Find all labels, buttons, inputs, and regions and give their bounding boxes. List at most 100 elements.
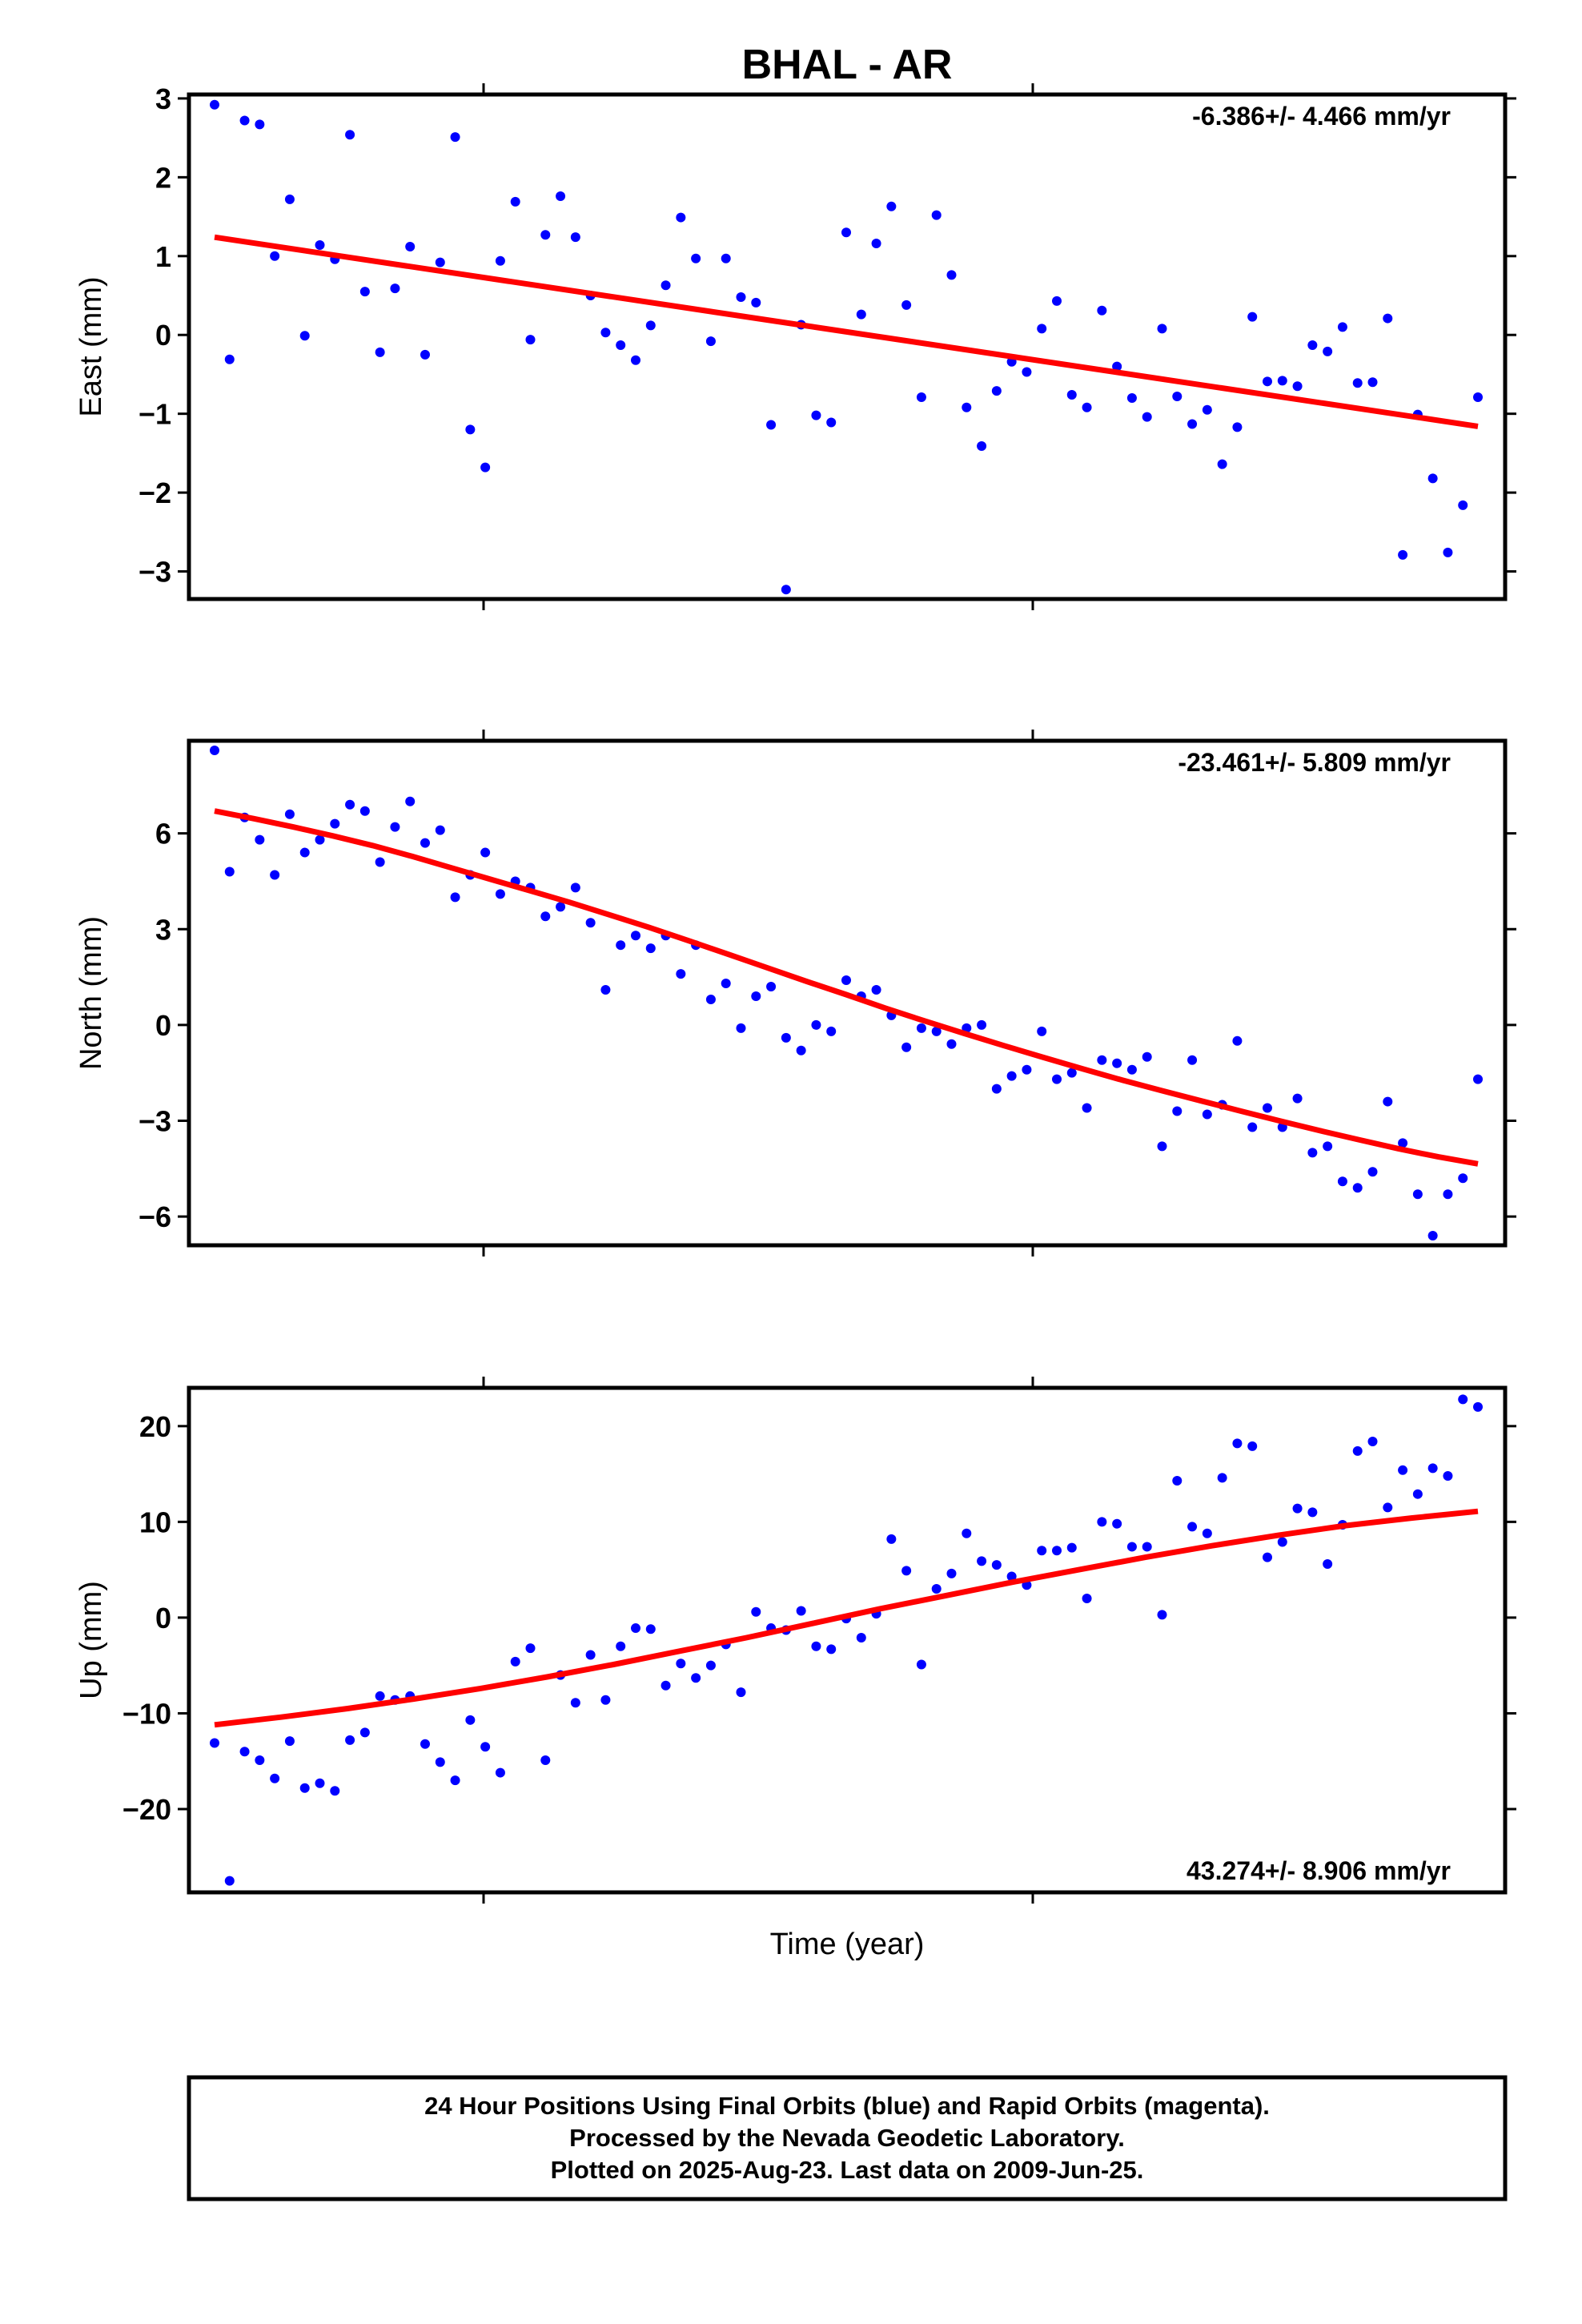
data-point bbox=[705, 994, 716, 1004]
data-point bbox=[435, 825, 445, 835]
data-point bbox=[931, 1026, 942, 1036]
data-point bbox=[1398, 549, 1408, 560]
data-point bbox=[315, 240, 325, 251]
data-point bbox=[811, 1019, 821, 1030]
data-point bbox=[570, 232, 580, 243]
data-point bbox=[796, 1045, 806, 1055]
data-point bbox=[450, 892, 460, 903]
data-point bbox=[1307, 340, 1318, 351]
data-point bbox=[480, 1742, 491, 1752]
y-tick-label: −3 bbox=[139, 1104, 171, 1137]
data-point bbox=[284, 194, 295, 204]
y-axis-label: North (mm) bbox=[74, 916, 108, 1070]
y-tick-label: −10 bbox=[122, 1697, 171, 1730]
data-point bbox=[1323, 1558, 1333, 1569]
footer-box: 24 Hour Positions Using Final Orbits (bl… bbox=[187, 2075, 1508, 2201]
data-point bbox=[1157, 1610, 1167, 1620]
data-point bbox=[977, 441, 987, 452]
data-point bbox=[1066, 1542, 1077, 1553]
data-point bbox=[600, 328, 611, 338]
data-point bbox=[1112, 1058, 1122, 1068]
data-point bbox=[1367, 1167, 1378, 1177]
data-point bbox=[1458, 1394, 1468, 1405]
data-point bbox=[1383, 1096, 1393, 1107]
data-point bbox=[1202, 1528, 1212, 1538]
data-point bbox=[1337, 1176, 1347, 1187]
data-point bbox=[736, 1687, 746, 1698]
data-point bbox=[1066, 1068, 1077, 1078]
y-axis-label: Up (mm) bbox=[74, 1581, 108, 1699]
data-point bbox=[1172, 392, 1182, 402]
data-point bbox=[270, 1773, 280, 1783]
data-point bbox=[931, 210, 942, 220]
footer-frame bbox=[187, 2075, 1508, 2201]
data-point bbox=[284, 1736, 295, 1747]
data-point bbox=[901, 300, 912, 310]
page-title: BHAL - AR bbox=[742, 42, 953, 88]
data-point bbox=[781, 585, 791, 595]
data-point bbox=[224, 1876, 235, 1886]
footer-line-1: 24 Hour Positions Using Final Orbits (bl… bbox=[424, 2092, 1270, 2120]
data-point bbox=[645, 320, 656, 331]
data-point bbox=[420, 349, 430, 360]
data-point bbox=[556, 902, 566, 912]
data-point bbox=[661, 280, 671, 291]
footer-line-3: Plotted on 2025-Aug-23. Last data on 200… bbox=[551, 2156, 1144, 2184]
data-point bbox=[1323, 1141, 1333, 1152]
data-point bbox=[1263, 1103, 1272, 1113]
data-point bbox=[826, 1644, 837, 1655]
data-point bbox=[525, 335, 536, 345]
data-point bbox=[1052, 1074, 1062, 1084]
data-point bbox=[435, 1757, 445, 1767]
data-point bbox=[1473, 392, 1483, 402]
data-point bbox=[705, 336, 716, 347]
data-point bbox=[901, 1042, 912, 1052]
data-point bbox=[1473, 1074, 1483, 1084]
data-point bbox=[1202, 404, 1212, 415]
data-point bbox=[931, 1584, 942, 1594]
data-point bbox=[1367, 1436, 1378, 1446]
data-point bbox=[1383, 1502, 1393, 1513]
data-point bbox=[645, 1624, 656, 1634]
y-tick-label: 0 bbox=[155, 1009, 171, 1042]
data-point bbox=[510, 1656, 520, 1667]
data-point bbox=[1383, 313, 1393, 324]
data-point bbox=[359, 1727, 370, 1738]
data-point bbox=[1292, 381, 1303, 392]
data-point bbox=[1443, 547, 1453, 557]
data-point bbox=[1352, 378, 1363, 388]
data-point bbox=[1142, 1542, 1152, 1552]
data-point bbox=[345, 130, 355, 140]
data-point bbox=[270, 251, 280, 261]
data-point bbox=[1232, 1438, 1243, 1449]
data-point bbox=[977, 1019, 987, 1030]
y-tick-label: −20 bbox=[122, 1793, 171, 1826]
data-point bbox=[946, 1039, 957, 1049]
data-point bbox=[375, 857, 385, 867]
data-point bbox=[359, 287, 370, 297]
data-point bbox=[977, 1556, 987, 1566]
data-point bbox=[631, 1623, 640, 1634]
data-point bbox=[1232, 422, 1243, 432]
data-point bbox=[676, 969, 686, 979]
data-point bbox=[841, 227, 851, 238]
data-point bbox=[1022, 367, 1032, 377]
data-point bbox=[826, 1026, 837, 1036]
data-point bbox=[345, 1735, 355, 1745]
data-point bbox=[1082, 402, 1092, 412]
data-point bbox=[1157, 324, 1167, 334]
plot-frame bbox=[187, 738, 1508, 1248]
data-point bbox=[330, 1786, 340, 1796]
data-point bbox=[570, 883, 580, 893]
data-point bbox=[1323, 346, 1333, 356]
data-point bbox=[1037, 1026, 1047, 1036]
north-panel: 6 3 0 −3 −6 North (mm) -23.461+/- 5.809 mm/yr bbox=[74, 730, 1516, 1256]
data-point bbox=[405, 241, 416, 251]
footer-line-2: Processed by the Nevada Geodetic Laborat… bbox=[569, 2124, 1125, 2152]
data-point bbox=[616, 1641, 626, 1651]
plot-frame bbox=[187, 92, 1508, 601]
data-point bbox=[420, 838, 430, 848]
data-point bbox=[1292, 1503, 1303, 1514]
data-point bbox=[871, 239, 881, 249]
data-point bbox=[631, 931, 640, 941]
